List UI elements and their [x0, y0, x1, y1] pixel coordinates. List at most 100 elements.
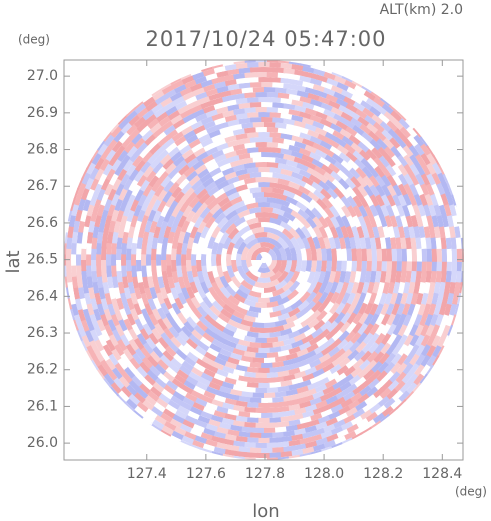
radar-cell — [208, 304, 221, 317]
radar-cell — [211, 207, 224, 220]
radar-cell — [243, 233, 257, 245]
radar-cell — [389, 292, 398, 307]
radar-cell — [334, 75, 348, 86]
radar-cell — [238, 152, 252, 160]
radar-cell — [221, 130, 236, 139]
radar-cell — [111, 327, 122, 342]
radar-cell — [306, 167, 320, 178]
radar-cell — [166, 264, 173, 278]
radar-cell — [110, 122, 121, 134]
radar-cell — [96, 241, 102, 255]
radar-cell — [103, 197, 113, 212]
radar-cell — [413, 282, 421, 296]
radar-cell — [260, 307, 274, 314]
radar-cell — [345, 103, 360, 114]
radar-cell — [386, 260, 393, 273]
radar-cell — [386, 248, 393, 262]
radar-cell — [232, 200, 246, 210]
radar-cell — [301, 117, 316, 126]
radar-cell — [186, 156, 200, 169]
radar-cell — [168, 434, 182, 442]
radar-cell — [192, 108, 207, 118]
radar-cell — [243, 162, 257, 169]
radar-cell — [116, 208, 125, 223]
radar-cell — [181, 148, 195, 160]
radar-cell — [225, 429, 240, 437]
radar-cell — [235, 97, 250, 105]
radar-cell — [406, 373, 419, 387]
radar-cell — [77, 181, 87, 196]
radar-cell — [144, 203, 154, 217]
radar-cell — [309, 135, 324, 146]
radar-cell — [374, 104, 389, 117]
radar-cell — [320, 345, 334, 357]
radar-cell — [136, 331, 147, 346]
radar-cell — [128, 178, 139, 192]
radar-cell — [136, 296, 146, 311]
radar-cell — [69, 307, 76, 321]
radar-cell — [318, 156, 332, 168]
radar-cell — [163, 403, 178, 415]
radar-cell — [148, 312, 159, 326]
radar-cell — [211, 63, 225, 69]
radar-cell — [310, 351, 324, 362]
radar-cell — [164, 379, 179, 391]
radar-cell — [261, 116, 274, 123]
radar-cell — [147, 331, 159, 345]
radar-cell — [353, 101, 367, 113]
radar-cell — [162, 420, 177, 431]
radar-cell — [151, 236, 159, 250]
radar-cell — [144, 336, 157, 350]
radar-cell — [248, 222, 262, 230]
y-tick-label: 26.6 — [27, 215, 58, 231]
radar-cell — [68, 291, 76, 305]
radar-cell — [174, 209, 185, 223]
radar-cell — [435, 324, 446, 339]
radar-cell — [297, 400, 312, 409]
radar-cell — [73, 218, 81, 233]
radar-cell — [170, 219, 180, 233]
radar-cell — [280, 113, 294, 120]
radar-cell — [212, 394, 227, 403]
radar-cell — [314, 400, 328, 410]
radar-cell — [135, 247, 142, 260]
radar-cell — [414, 353, 426, 368]
radar-cell — [238, 284, 251, 295]
radar-cell — [82, 306, 91, 321]
radar-cell — [67, 224, 75, 238]
radar-cell — [402, 353, 414, 367]
radar-cell — [209, 376, 224, 387]
radar-cell — [170, 77, 184, 85]
radar-cell — [250, 259, 260, 272]
radar-cell — [396, 343, 409, 358]
radar-cell — [328, 236, 337, 250]
radar-cell — [254, 231, 268, 239]
radar-cell — [331, 396, 346, 408]
radar-cell — [143, 95, 157, 108]
radar-cell — [233, 93, 247, 100]
radar-cell — [139, 124, 152, 137]
radar-cell — [246, 167, 260, 174]
radar-cell — [216, 158, 230, 168]
radar-cell — [202, 211, 214, 224]
radar-cell — [335, 98, 350, 109]
radar-cell — [238, 225, 251, 236]
radar-cell — [369, 138, 383, 152]
radar-cell — [344, 236, 352, 250]
radar-cell — [380, 313, 391, 327]
radar-cell — [446, 260, 452, 274]
radar-cell — [283, 118, 297, 126]
radar-cell — [336, 169, 350, 182]
radar-cell — [305, 343, 319, 354]
radar-cell — [398, 226, 406, 240]
radar-cell — [123, 285, 132, 300]
radar-cell — [233, 72, 247, 80]
radar-cell — [105, 337, 116, 352]
radar-cell — [430, 237, 437, 251]
radar-cell — [65, 285, 70, 299]
radar-cell — [236, 265, 247, 279]
radar-cell — [199, 172, 213, 184]
radar-cell — [373, 405, 387, 417]
radar-cell — [303, 440, 318, 449]
radar-cell — [445, 193, 455, 208]
